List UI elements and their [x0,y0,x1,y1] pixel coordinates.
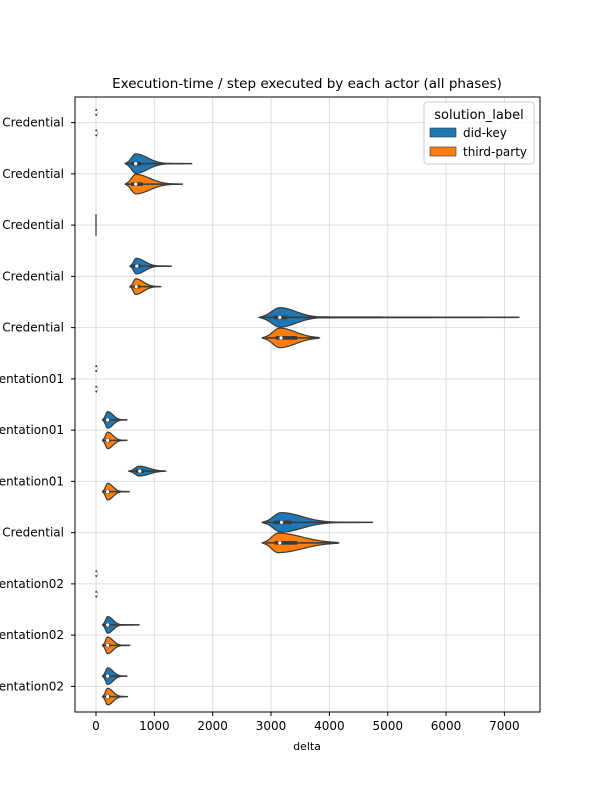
violin-box [275,541,298,545]
violin-median [95,111,98,114]
x-tick-label: 7000 [489,719,520,733]
y-axis: Credential Credential Credential Credential… [0,116,75,694]
violin-median [95,388,98,391]
x-tick-label: 6000 [431,719,462,733]
violin-median [135,285,138,288]
x-tick-label: 5000 [372,719,403,733]
y-tick-label: Credential [2,218,64,232]
legend: solution_label did-key third-party [424,102,534,164]
x-tick-label: 1000 [139,719,170,733]
y-tick-label: entation01 [0,372,64,386]
y-tick-label: entation01 [0,423,64,437]
y-tick-label: Credential [2,167,64,181]
legend-title: solution_label [434,108,523,123]
violin-median [106,623,109,626]
violin-median [278,541,281,544]
legend-label-did-key: did-key [463,126,507,140]
legend-swatch-third-party [430,147,456,156]
x-axis: 0 1000 2000 3000 4000 5000 6000 7000 [92,712,520,733]
violin-median [278,316,281,319]
y-tick-label: entation01 [0,474,64,488]
violin-median [134,183,137,186]
x-tick-label: 0 [92,719,100,733]
y-tick-label: Credential [2,269,64,283]
legend-swatch-did-key [430,128,456,137]
violin-median [279,336,282,339]
violin-median [106,695,109,698]
violin-median [280,521,283,524]
violin-median [135,265,138,268]
y-tick-label: Credential [2,526,64,540]
violin-box [276,336,298,340]
violin-median [106,675,109,678]
violin-median [106,418,109,421]
violin-median [95,131,98,134]
y-tick-label: entation02 [0,628,64,642]
x-tick-label: 4000 [314,719,345,733]
legend-label-third-party: third-party [463,145,527,159]
x-tick-label: 2000 [197,719,228,733]
violin-median [95,593,98,596]
y-tick-label: Credential [2,321,64,335]
chart-title: Execution-time / step executed by each a… [112,76,502,92]
violin-median [95,367,98,370]
violin-median [95,572,98,575]
violin-median [138,470,141,473]
y-tick-label: entation02 [0,577,64,591]
x-axis-label: delta [293,740,321,753]
y-tick-label: entation02 [0,679,64,693]
violin-median [134,162,137,165]
violin-median [106,644,109,647]
violin-median [106,490,109,493]
violin-median [106,439,109,442]
x-tick-label: 3000 [256,719,287,733]
y-tick-label: Credential [2,116,64,130]
